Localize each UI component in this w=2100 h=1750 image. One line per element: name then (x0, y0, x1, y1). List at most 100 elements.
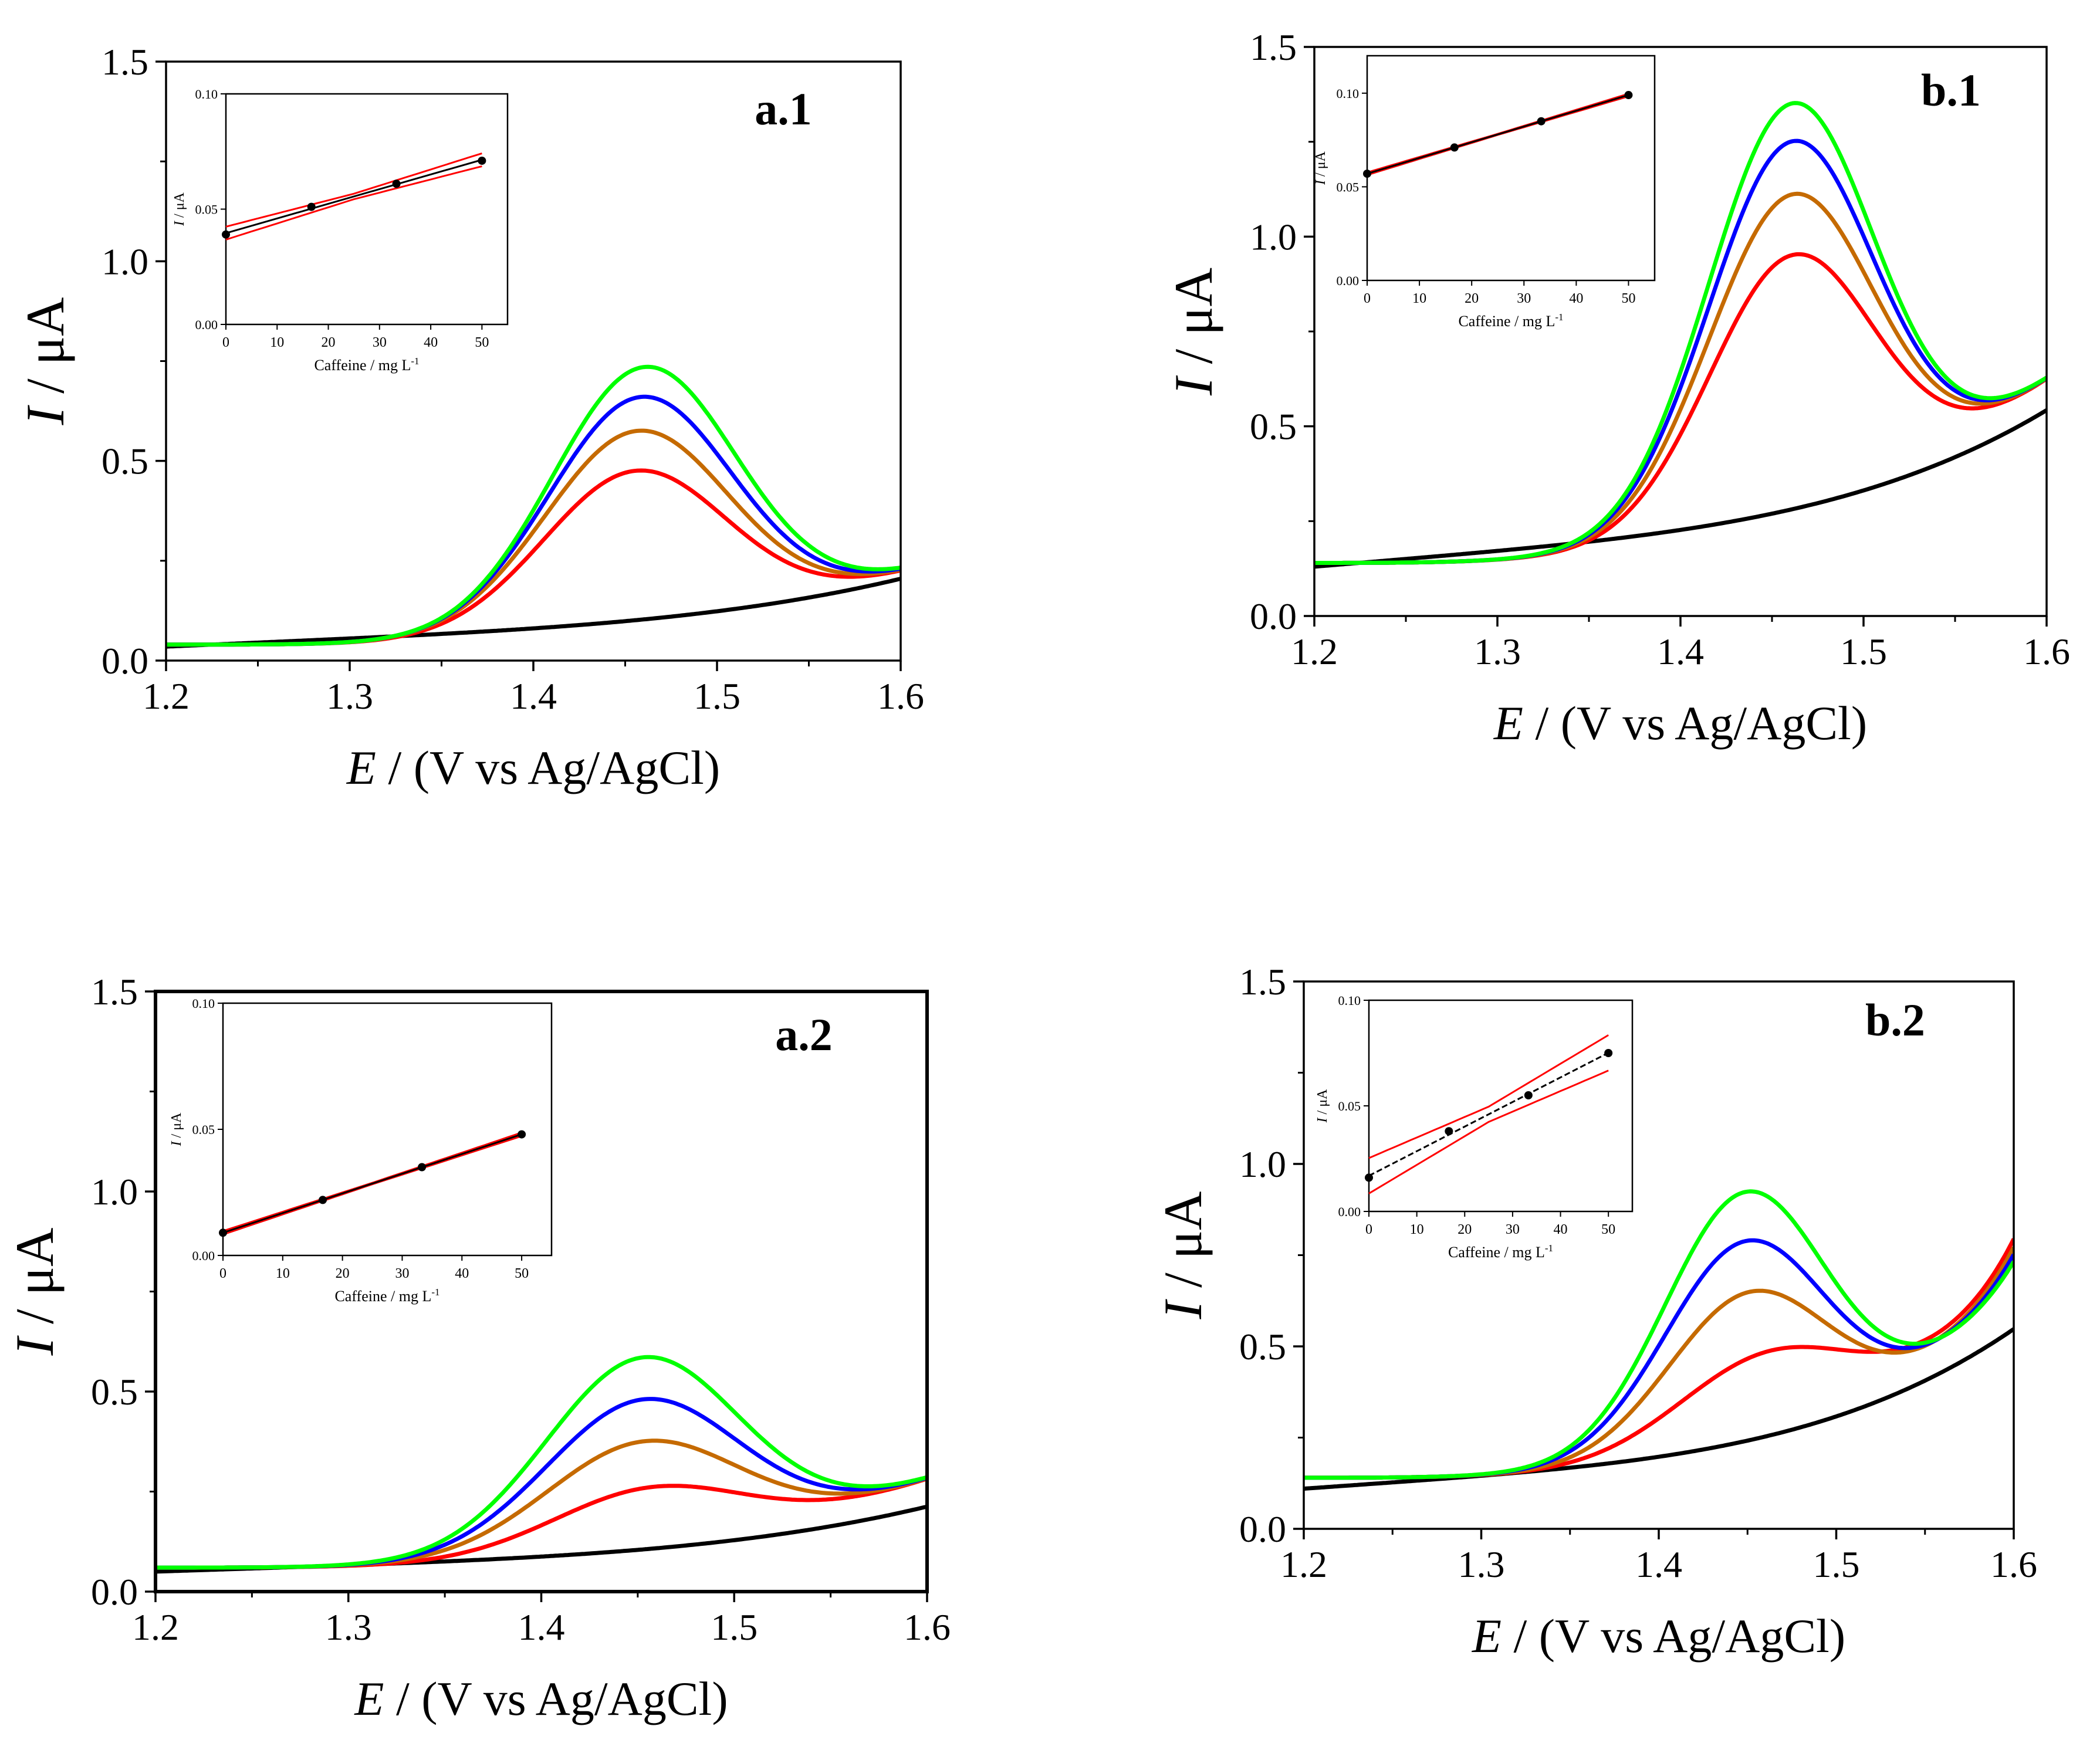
inset-plot: 0 10 20 30 40 50 0.00 0.05 0.10 Caffeine / mg L-1… (169, 996, 553, 1305)
inset-x-tick-label: 40 (1554, 1222, 1568, 1237)
inset-x-tick-label: 50 (475, 335, 489, 350)
inset-x-tick-label: 40 (424, 335, 438, 350)
inset-x-tick-label: 10 (1412, 291, 1426, 306)
inset-x-tick-label: 10 (1410, 1222, 1424, 1237)
inset-data-point (1450, 143, 1459, 152)
inset-regression-line (1368, 1052, 1609, 1177)
chart-panel-b2: 1.2 1.3 1.4 1.5 1.6 0.0 0.5 1.0 1.5 E / (V vs Ag/… (1153, 961, 2037, 1663)
inset-x-tick-label: 20 (1458, 1222, 1472, 1237)
inset-frame (1368, 999, 1634, 1213)
inset-confidence-upper (225, 152, 482, 228)
series-line-addition-3 (1304, 1238, 2014, 1480)
inset-x-tick-label: 30 (373, 335, 387, 350)
y-tick-label: 0.5 (1250, 406, 1297, 448)
inset-y-tick-label: 0.05 (1338, 1099, 1361, 1113)
chart-panel-a1: 1.2 1.3 1.4 1.5 1.6 0.0 0.5 1.0 1.5 E / (V vs Ag/… (15, 41, 924, 794)
y-tick-label: 1.5 (102, 41, 148, 83)
y-axis-label: I / μA (5, 1228, 65, 1356)
y-tick-label: 0.5 (1239, 1326, 1286, 1367)
inset-data-point (478, 156, 486, 165)
inset-y-axis-label: I / μA (169, 1112, 184, 1147)
series-line-addition-2 (155, 1438, 927, 1570)
inset-frame (225, 93, 509, 326)
inset-x-tick-label: 10 (270, 335, 284, 350)
series-line-addition-1 (1304, 1238, 2014, 1480)
inset-plot: 0 10 20 30 40 50 0.00 0.05 0.10 Caffeine / mg L-1… (1315, 993, 1634, 1261)
x-tick-label: 1.2 (1280, 1543, 1327, 1585)
inset-y-tick-label: 0.10 (1338, 993, 1361, 1008)
x-tick-label: 1.3 (1474, 631, 1521, 672)
x-tick-label: 1.4 (518, 1606, 565, 1648)
panel-label: a.2 (775, 1009, 833, 1060)
inset-x-tick-label: 10 (276, 1266, 290, 1281)
y-tick-label: 1.5 (1239, 961, 1286, 1003)
inset-y-axis-label: I / μA (172, 192, 187, 226)
inset-x-tick-label: 30 (1506, 1222, 1520, 1237)
x-tick-label: 1.4 (1657, 631, 1704, 672)
inset-data-point (1604, 1049, 1613, 1057)
x-tick-label: 1.3 (326, 675, 373, 717)
x-tick-label: 1.5 (711, 1606, 758, 1648)
inset-y-tick-label: 0.00 (195, 317, 218, 332)
y-tick-label: 1.5 (1250, 26, 1297, 68)
y-tick-label: 0.0 (91, 1571, 138, 1613)
inset-x-tick-label: 20 (336, 1266, 350, 1281)
panel-label: a.1 (755, 83, 812, 134)
inset-y-tick-label: 0.10 (192, 996, 215, 1011)
x-axis-label: E / (V vs Ag/AgCl) (1472, 1609, 1845, 1663)
inset-y-tick-label: 0.00 (1338, 1204, 1361, 1219)
inset-confidence-upper (1368, 1034, 1609, 1159)
x-tick-label: 1.3 (325, 1606, 372, 1648)
inset-data-point (1445, 1127, 1453, 1136)
x-tick-label: 1.5 (1840, 631, 1887, 672)
inset-y-tick-label: 0.05 (1337, 180, 1360, 194)
inset-y-tick-label: 0.00 (1337, 273, 1360, 288)
y-tick-label: 1.5 (91, 971, 138, 1013)
series-line-addition-1 (166, 468, 901, 647)
y-tick-label: 0.0 (1239, 1508, 1286, 1550)
inset-y-axis-label: I / μA (1315, 1089, 1330, 1123)
y-tick-label: 1.0 (102, 241, 148, 282)
inset-data-point (1363, 170, 1371, 178)
series-line-addition-3 (166, 394, 901, 647)
y-axis-label: I / μA (1153, 1192, 1213, 1320)
inset-data-point (319, 1196, 327, 1204)
inset-x-tick-label: 30 (1517, 291, 1531, 306)
inset-y-tick-label: 0.10 (195, 87, 218, 101)
x-axis-label: E / (V vs Ag/AgCl) (346, 741, 720, 794)
y-tick-label: 0.5 (102, 441, 148, 482)
inset-data-point (219, 1228, 227, 1237)
series-line-blank (1304, 1327, 2014, 1491)
series-line-addition-4 (155, 1355, 927, 1570)
inset-x-tick-label: 50 (515, 1266, 529, 1281)
x-tick-label: 1.3 (1458, 1543, 1505, 1585)
y-tick-label: 1.0 (91, 1171, 138, 1213)
x-tick-label: 1.6 (877, 675, 924, 717)
y-tick-label: 0.5 (91, 1371, 138, 1413)
inset-y-tick-label: 0.05 (192, 1122, 215, 1137)
inset-x-tick-label: 40 (1569, 291, 1583, 306)
series-line-addition-4 (166, 364, 901, 647)
x-tick-label: 1.2 (143, 675, 190, 717)
inset-data-point (418, 1163, 427, 1172)
inset-x-tick-label: 30 (395, 1266, 409, 1281)
x-tick-label: 1.6 (2023, 631, 2070, 672)
x-tick-label: 1.6 (1990, 1543, 2037, 1585)
y-tick-label: 0.0 (102, 640, 148, 682)
x-tick-label: 1.4 (510, 675, 557, 717)
inset-x-axis-label: Caffeine / mg L-1 (334, 1287, 439, 1305)
inset-confidence-lower (225, 165, 482, 241)
inset-x-tick-label: 50 (1601, 1222, 1615, 1237)
x-tick-label: 1.2 (1291, 631, 1338, 672)
y-tick-label: 1.0 (1250, 216, 1297, 258)
y-axis-label: I / μA (1164, 268, 1223, 396)
series-line-blank (1314, 408, 2047, 569)
inset-x-tick-label: 0 (219, 1266, 226, 1281)
inset-x-tick-label: 20 (322, 335, 336, 350)
inset-x-axis-label: Caffeine / mg L-1 (1448, 1243, 1553, 1261)
inset-plot: 0 10 20 30 40 50 0.00 0.05 0.10 Caffeine / mg L-1… (172, 87, 509, 374)
inset-plot: 0 10 20 30 40 50 0.00 0.05 0.10 Caffeine / mg L-1… (1313, 55, 1656, 330)
inset-x-tick-label: 20 (1465, 291, 1479, 306)
panel-label: b.2 (1865, 994, 1925, 1045)
